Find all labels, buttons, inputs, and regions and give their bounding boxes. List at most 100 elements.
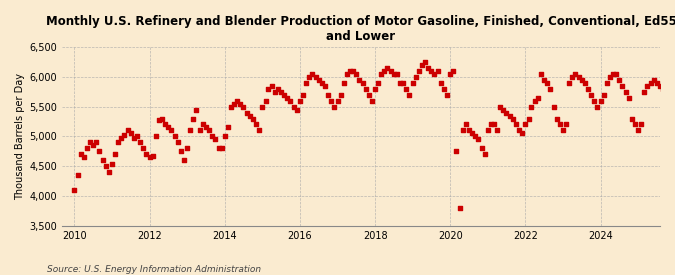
Point (445, 72, 456, 76)
Point (82, 146, 92, 150)
Point (485, 122, 496, 127)
Point (388, 72, 399, 76)
Point (367, 98, 377, 103)
Point (113, 140, 124, 145)
Point (285, 98, 296, 103)
Point (363, 92, 374, 97)
Point (307, 72, 318, 76)
Point (163, 125, 173, 130)
Point (479, 152, 490, 156)
Point (595, 98, 606, 103)
Point (504, 113, 515, 118)
Point (658, 87, 669, 91)
Point (310, 75, 321, 79)
Point (132, 134, 142, 139)
Point (266, 84, 277, 88)
Point (583, 87, 593, 91)
Point (84, 140, 95, 145)
Point (197, 122, 208, 127)
Point (172, 140, 183, 145)
Point (617, 84, 628, 88)
Point (103, 170, 114, 174)
Point (561, 122, 572, 127)
Point (300, 81, 311, 85)
Point (204, 128, 215, 133)
Point (423, 66, 433, 70)
Point (457, 128, 468, 133)
Point (558, 128, 568, 133)
Point (529, 98, 540, 103)
Point (207, 134, 217, 139)
Point (592, 104, 603, 109)
Point (342, 72, 352, 76)
Point (200, 125, 211, 130)
Point (542, 81, 553, 85)
Point (448, 68, 459, 73)
Point (348, 68, 358, 73)
Point (351, 72, 362, 76)
Point (141, 152, 152, 156)
Point (116, 135, 127, 140)
Point (72, 173, 83, 177)
Point (674, 104, 675, 109)
Point (138, 146, 148, 150)
Point (126, 131, 136, 136)
Point (326, 98, 337, 103)
Point (332, 98, 343, 103)
Point (160, 122, 171, 127)
Point (248, 116, 259, 121)
Point (514, 128, 524, 133)
Point (473, 137, 484, 142)
Point (273, 87, 284, 91)
Point (573, 75, 584, 79)
Point (292, 107, 302, 112)
Point (122, 128, 133, 133)
Point (257, 104, 268, 109)
Point (354, 78, 364, 82)
Point (119, 133, 130, 138)
Point (526, 104, 537, 109)
Point (219, 134, 230, 139)
Point (75, 152, 86, 156)
Point (489, 122, 500, 127)
Point (466, 131, 477, 136)
Point (110, 152, 121, 156)
Point (632, 128, 643, 133)
Point (523, 116, 534, 121)
Point (185, 128, 196, 133)
Point (441, 92, 452, 97)
Point (317, 81, 327, 85)
Point (548, 104, 559, 109)
Point (263, 87, 274, 91)
Point (567, 75, 578, 79)
Point (144, 155, 155, 160)
Point (432, 68, 443, 73)
Point (601, 81, 612, 85)
Point (78, 155, 89, 160)
Point (498, 107, 509, 112)
Point (476, 146, 487, 150)
Point (166, 128, 177, 133)
Point (107, 162, 117, 167)
Point (282, 95, 293, 100)
Point (147, 153, 158, 158)
Point (429, 72, 440, 76)
Point (392, 72, 402, 76)
Point (551, 116, 562, 121)
Point (335, 92, 346, 97)
Point (244, 113, 255, 118)
Point (275, 89, 286, 94)
Point (639, 89, 649, 94)
Point (373, 81, 383, 85)
Title: Monthly U.S. Refinery and Blender Production of Motor Gasoline, Finished, Conven: Monthly U.S. Refinery and Blender Produc… (45, 15, 675, 43)
Point (357, 81, 368, 85)
Point (651, 81, 662, 85)
Point (294, 98, 305, 103)
Point (648, 78, 659, 82)
Point (670, 116, 675, 121)
Point (661, 92, 672, 97)
Point (135, 140, 146, 145)
Point (304, 75, 315, 79)
Point (655, 84, 666, 88)
Point (623, 95, 634, 100)
